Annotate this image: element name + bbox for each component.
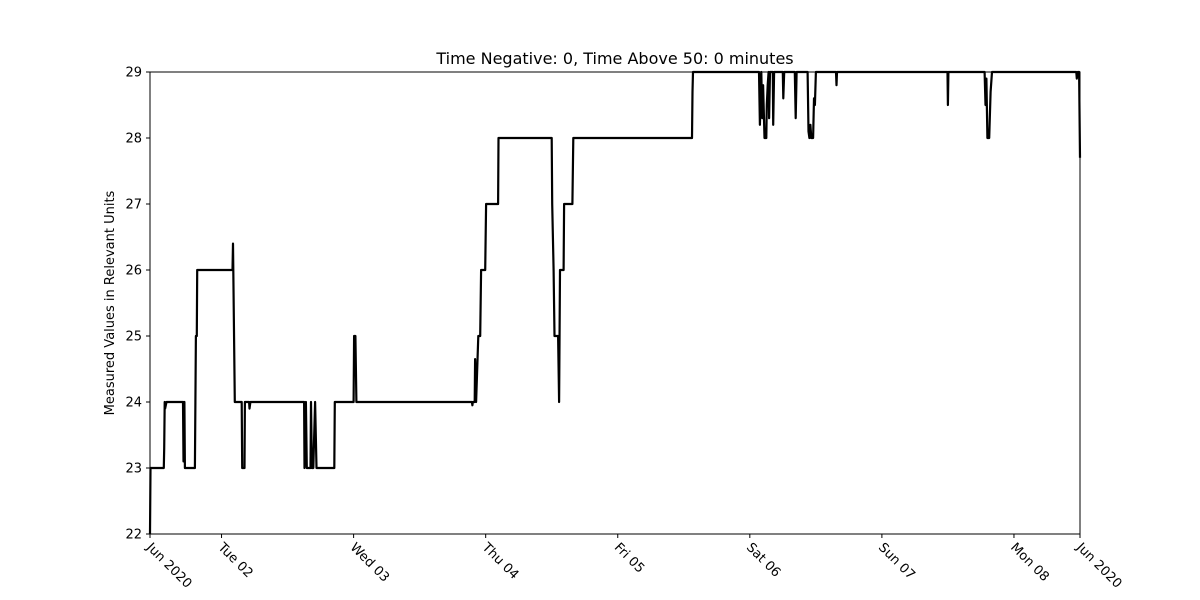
y-tick-label: 26 — [125, 264, 142, 279]
y-tick-label: 29 — [125, 66, 142, 81]
y-tick-label: 24 — [125, 396, 142, 411]
y-tick-label: 27 — [125, 198, 142, 213]
y-axis-ticks: 22 23 24 25 26 27 28 29 — [125, 66, 150, 543]
y-tick-label: 22 — [125, 528, 142, 543]
plot-frame — [149, 71, 1081, 535]
y-tick-label: 25 — [125, 330, 142, 345]
y-tick-label: 23 — [125, 462, 142, 477]
y-tick-label: 28 — [125, 132, 142, 147]
chart-title: Time Negative: 0, Time Above 50: 0 minut… — [435, 49, 793, 68]
series-line — [148, 70, 1082, 535]
y-axis-label: Measured Values in Relevant Units — [103, 190, 118, 415]
